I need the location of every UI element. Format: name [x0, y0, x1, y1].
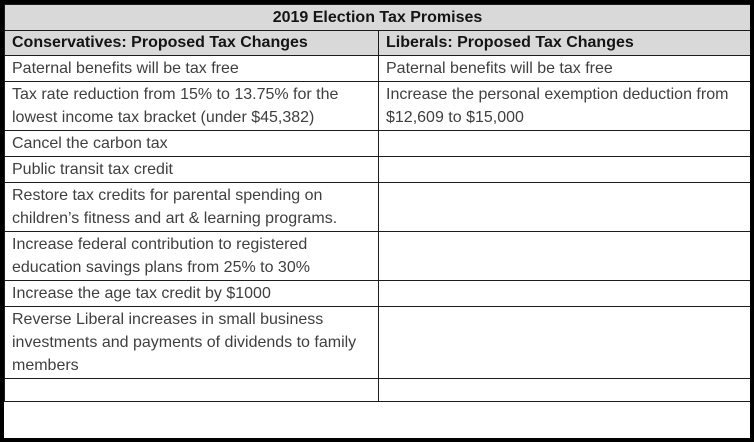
table-row: Cancel the carbon tax — [4, 130, 750, 157]
conservatives-cell: Paternal benefits will be tax free — [4, 55, 379, 82]
liberals-cell — [378, 378, 750, 402]
table-row: Reverse Liberal increases in small busin… — [4, 306, 750, 379]
conservatives-cell: Increase federal contribution to registe… — [4, 231, 379, 281]
table-title-row: 2019 Election Tax Promises — [4, 4, 750, 31]
table-row: Increase federal contribution to registe… — [4, 231, 750, 281]
column-header-conservatives: Conservatives: Proposed Tax Changes — [4, 30, 379, 56]
column-header-liberals: Liberals: Proposed Tax Changes — [378, 30, 750, 56]
conservatives-cell: Reverse Liberal increases in small busin… — [4, 306, 379, 379]
conservatives-cell: Tax rate reduction from 15% to 13.75% fo… — [4, 81, 379, 131]
conservatives-cell: Restore tax credits for parental spendin… — [4, 182, 379, 232]
liberals-cell — [378, 306, 750, 379]
table-row: Increase the age tax credit by $1000 — [4, 280, 750, 307]
conservatives-cell — [4, 378, 379, 402]
conservatives-cell: Public transit tax credit — [4, 156, 379, 183]
conservatives-cell: Cancel the carbon tax — [4, 130, 379, 157]
liberals-cell — [378, 130, 750, 157]
liberals-cell: Increase the personal exemption deductio… — [378, 81, 750, 131]
table-row: Restore tax credits for parental spendin… — [4, 182, 750, 232]
liberals-cell: Paternal benefits will be tax free — [378, 55, 750, 82]
liberals-cell — [378, 231, 750, 281]
liberals-cell — [378, 182, 750, 232]
table-title: 2019 Election Tax Promises — [4, 4, 750, 31]
table-row: Tax rate reduction from 15% to 13.75% fo… — [4, 81, 750, 131]
conservatives-cell: Increase the age tax credit by $1000 — [4, 280, 379, 307]
table-row — [4, 378, 750, 402]
table-row: Public transit tax credit — [4, 156, 750, 183]
table-header-row: Conservatives: Proposed Tax Changes Libe… — [4, 30, 750, 56]
liberals-cell — [378, 156, 750, 183]
table-body: Paternal benefits will be tax free Pater… — [4, 55, 750, 402]
liberals-cell — [378, 280, 750, 307]
table-row: Paternal benefits will be tax free Pater… — [4, 55, 750, 82]
election-tax-promises-table: 2019 Election Tax Promises Conservatives… — [4, 4, 750, 402]
